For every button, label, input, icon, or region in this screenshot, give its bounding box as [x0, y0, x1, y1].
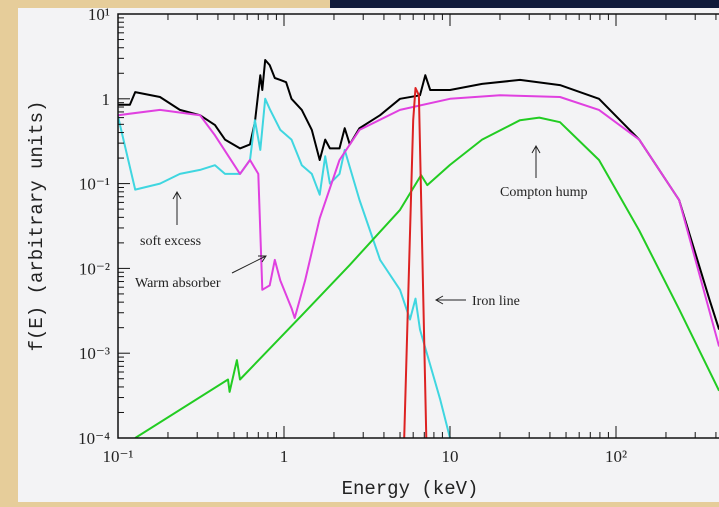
y-axis-label: f(E) (arbitrary units)	[26, 101, 48, 352]
annotation: Compton hump	[500, 185, 588, 200]
series-line	[118, 94, 719, 347]
arrow	[231, 255, 267, 274]
annotation: Iron line	[472, 294, 520, 309]
y-tick-label: 10⁻⁴	[78, 429, 110, 448]
x-tick-label: 10	[442, 447, 459, 466]
plot-area	[118, 59, 719, 438]
panel	[18, 8, 719, 502]
arrow	[531, 144, 541, 178]
y-tick-label: 10⁻²	[79, 259, 110, 278]
axes	[117, 13, 719, 439]
annotation-arrows	[172, 144, 541, 305]
y-tick-label: 10¹	[88, 5, 110, 24]
series-line	[118, 59, 719, 330]
x-axis-label: Energy (keV)	[342, 478, 479, 500]
x-tick-label: 10²	[605, 447, 627, 466]
y-tick-label: 1	[102, 90, 111, 109]
annotation: Warm absorber	[135, 276, 221, 291]
x-tick-label: 1	[280, 447, 289, 466]
series-line	[118, 97, 451, 438]
y-tick-label: 10⁻³	[79, 344, 110, 363]
series-line	[134, 116, 719, 438]
series-line	[403, 87, 428, 438]
y-tick-label: 10⁻¹	[79, 175, 110, 194]
star-strip	[330, 0, 719, 10]
x-tick-label: 10⁻¹	[102, 447, 133, 466]
arrow	[434, 295, 466, 305]
annotation: soft excess	[140, 234, 201, 249]
arrow	[172, 190, 182, 225]
